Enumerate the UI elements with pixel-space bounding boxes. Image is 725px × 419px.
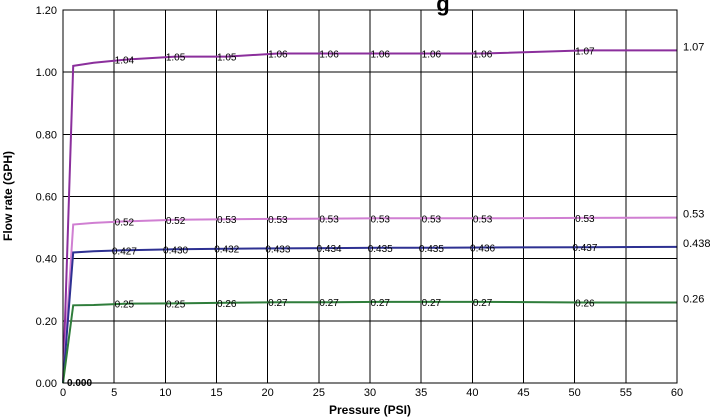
data-label: 0.53 [370, 214, 390, 225]
data-label: 0.427 [112, 246, 137, 257]
chart-title: g [436, 0, 449, 16]
data-label: 0.25 [166, 299, 186, 310]
data-label: 0.53 [268, 215, 288, 226]
y-tick-label: 0.80 [36, 129, 57, 141]
x-tick-label: 55 [620, 387, 632, 399]
series-line [62, 49, 677, 384]
data-label: 0.27 [370, 298, 390, 309]
data-label: 0.53 [575, 214, 595, 225]
data-label: 0.53 [473, 214, 493, 225]
x-tick-label: 5 [111, 387, 117, 399]
x-tick-label: 15 [210, 387, 222, 399]
x-tick-label: 45 [517, 387, 529, 399]
data-labels: 1.04 1.05 1.05 1.06 1.06 1.06 1.06 1.06 1.07 1.07… [67, 41, 711, 389]
series-end-label: 1.07 [683, 41, 704, 53]
y-tick-label: 0.00 [36, 378, 57, 390]
data-label: 1.04 [115, 56, 135, 67]
x-tick-label: 60 [671, 387, 683, 399]
x-axis-title: Pressure (PSI) [329, 403, 411, 417]
series-end-label: 0.53 [683, 209, 704, 221]
data-label: 1.06 [422, 50, 442, 61]
data-label: 0.435 [419, 244, 444, 255]
series-line [62, 216, 678, 384]
y-tick-label: 1.00 [36, 67, 57, 79]
data-label: 0.52 [115, 217, 135, 228]
data-label: 0.27 [473, 298, 493, 309]
x-tick-label: 10 [159, 387, 171, 399]
x-tick-label: 30 [364, 387, 376, 399]
data-label: 1.05 [166, 53, 186, 64]
data-label: 0.433 [265, 244, 290, 255]
data-label: 1.05 [217, 53, 237, 64]
x-tick-label: 40 [466, 387, 478, 399]
data-label: 0.26 [575, 298, 595, 309]
y-tick-label: 0.60 [36, 192, 57, 204]
data-label: 0.436 [470, 243, 495, 254]
data-label: 1.06 [268, 50, 288, 61]
data-label: 1.07 [575, 46, 595, 57]
y-tick-label: 0.40 [36, 254, 57, 266]
data-label: 0.25 [115, 300, 135, 311]
x-tick-label: 0 [60, 387, 66, 399]
data-label: 0.434 [317, 244, 342, 255]
series-line [62, 300, 677, 384]
data-label: 0.432 [214, 245, 239, 256]
series-end-label: 0.26 [683, 293, 704, 305]
y-tick-label: 1.20 [36, 5, 57, 17]
series-line [62, 245, 678, 384]
data-label: 0.26 [217, 299, 237, 310]
data-label: 0.53 [217, 215, 237, 226]
data-label: 0.53 [422, 214, 442, 225]
data-label: 1.06 [473, 50, 493, 61]
data-label: 0.53 [319, 215, 339, 226]
grid [62, 9, 678, 384]
x-tick-label: 25 [313, 387, 325, 399]
data-label: 0.430 [163, 245, 188, 256]
data-label: 0.437 [572, 243, 597, 254]
series-lines [62, 49, 678, 384]
x-tick-label: 20 [262, 387, 274, 399]
data-label: 0.435 [368, 244, 393, 255]
x-tick-label: 35 [415, 387, 427, 399]
x-tick-label: 50 [569, 387, 581, 399]
y-tick-label: 0.20 [36, 316, 57, 328]
data-label: 0.27 [268, 298, 288, 309]
y-axis-title: Flow rate (GPH) [1, 151, 15, 241]
data-label: 0.27 [319, 298, 339, 309]
series-end-label: 0.438 [683, 238, 711, 250]
axis-ticks: 0 5 10 15 20 25 30 35 40 45 50 55 60 0.00 0.20 0.40 0.60… [36, 5, 684, 399]
data-label: 0.52 [166, 216, 186, 227]
data-label: 1.06 [370, 50, 390, 61]
data-label: 1.06 [319, 50, 339, 61]
plot-frame [62, 9, 678, 384]
data-label: 0.27 [422, 298, 442, 309]
